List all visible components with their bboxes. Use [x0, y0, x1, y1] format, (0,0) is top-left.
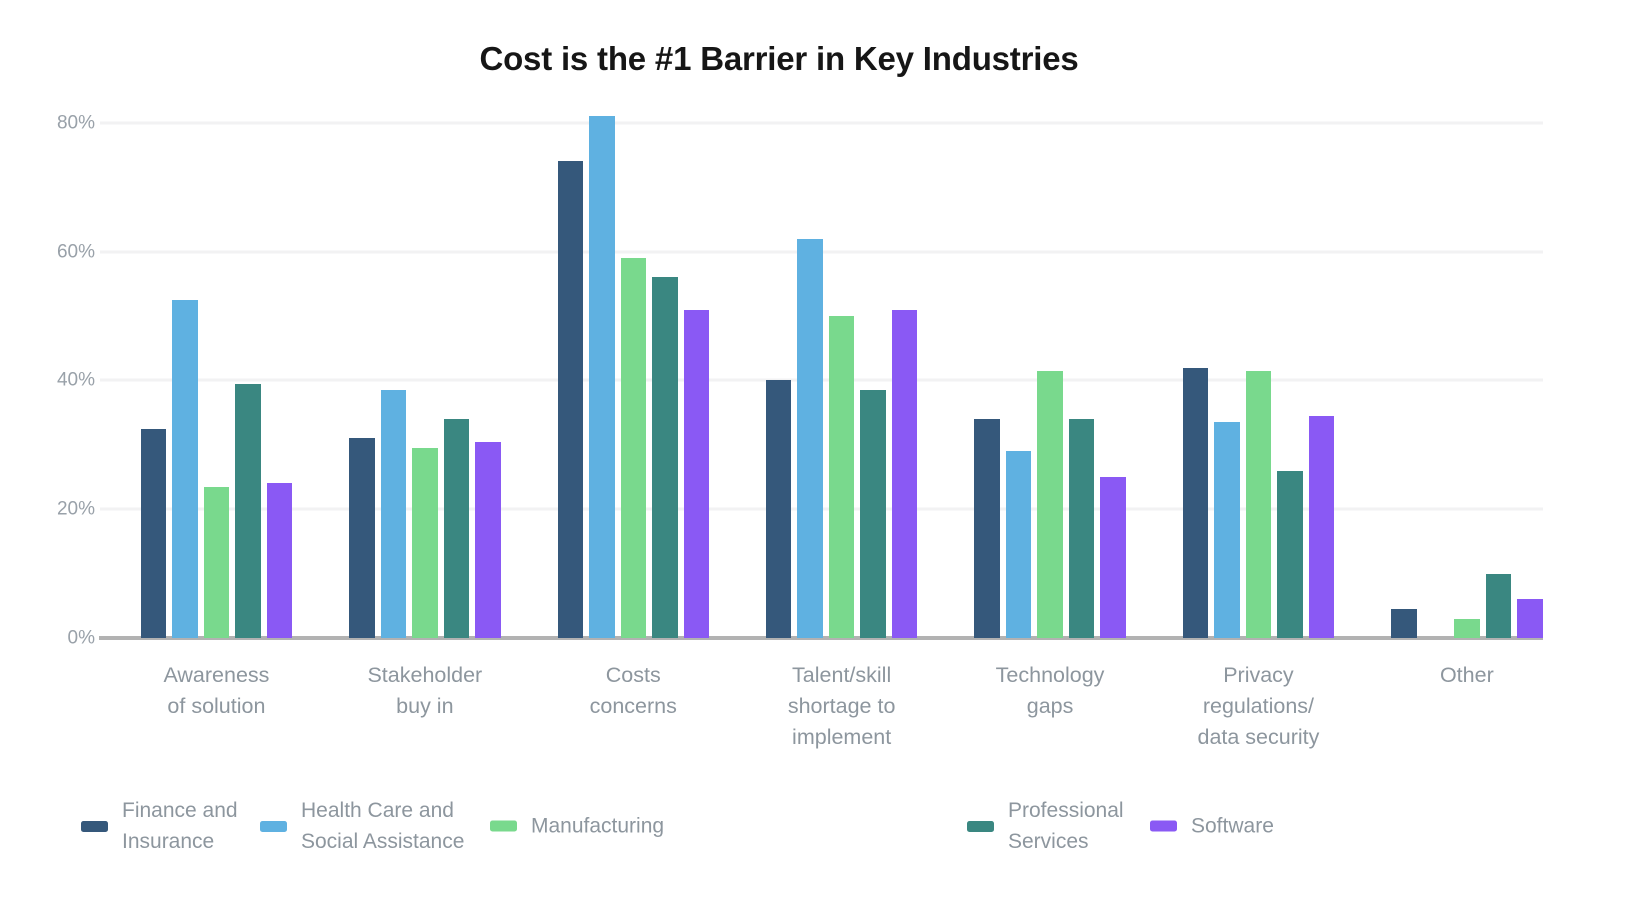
- legend-item-software[interactable]: Software: [1150, 811, 1274, 842]
- legend-item-professional-services[interactable]: Professional Services: [967, 795, 1124, 857]
- bar-software[interactable]: [1100, 477, 1126, 638]
- legend-swatch-software: [1150, 820, 1177, 832]
- bar-group: [140, 98, 293, 638]
- bar-professional-services[interactable]: [652, 277, 678, 638]
- bar-manufacturing[interactable]: [1454, 618, 1480, 638]
- bar-health-care-and-social-assistance[interactable]: [589, 116, 615, 638]
- y-axis-tick-label: 20%: [56, 498, 95, 520]
- bar-professional-services[interactable]: [1485, 573, 1512, 638]
- legend-label: Manufacturing: [531, 814, 665, 838]
- bar-manufacturing[interactable]: [828, 316, 855, 638]
- bar-professional-services[interactable]: [235, 383, 261, 638]
- bar-software[interactable]: [683, 309, 709, 638]
- bar-group: [974, 98, 1126, 638]
- bar-manufacturing[interactable]: [620, 258, 646, 638]
- chart-title: Cost is the #1 Barrier in Key Industries: [479, 40, 1079, 78]
- x-axis-category-label: Privacy regulations/ data security: [1197, 663, 1320, 749]
- legend-item-finance-and-insurance[interactable]: Finance and Insurance: [81, 795, 238, 857]
- bar-software[interactable]: [475, 441, 501, 638]
- legend-swatch-health-care-and-social-assistance: [260, 820, 287, 832]
- legend-item-manufacturing[interactable]: Manufacturing: [490, 811, 664, 842]
- bar-finance-and-insurance[interactable]: [1391, 609, 1417, 638]
- bar-group: [1391, 98, 1543, 638]
- bar-manufacturing[interactable]: [1245, 370, 1272, 638]
- bar-finance-and-insurance[interactable]: [557, 161, 583, 638]
- x-axis-line: [99, 636, 1543, 640]
- x-axis-category-label: Awareness of solution: [163, 663, 270, 718]
- legend-swatch-professional-services: [967, 820, 994, 832]
- bar-group: [349, 98, 501, 638]
- legend-label: Software: [1191, 814, 1274, 838]
- bar-health-care-and-social-assistance[interactable]: [172, 299, 198, 638]
- bar-manufacturing[interactable]: [412, 448, 438, 638]
- x-axis-category-label: Stakeholder buy in: [367, 663, 483, 718]
- legend-label: Health Care and Social Assistance: [301, 799, 465, 853]
- bar-manufacturing[interactable]: [1037, 370, 1063, 638]
- bar-professional-services[interactable]: [443, 419, 470, 638]
- bar-finance-and-insurance[interactable]: [140, 428, 167, 638]
- bar-group: [765, 98, 918, 638]
- bar-finance-and-insurance[interactable]: [765, 380, 792, 638]
- gridline: [100, 121, 1543, 125]
- bar-group: [1182, 98, 1335, 638]
- bar-health-care-and-social-assistance[interactable]: [1005, 451, 1032, 638]
- legend-swatch-finance-and-insurance: [81, 820, 108, 832]
- bar-software[interactable]: [266, 483, 293, 638]
- bar-finance-and-insurance[interactable]: [974, 419, 1000, 638]
- x-axis-category-label: Talent/skill shortage to implement: [787, 663, 896, 749]
- bar-software[interactable]: [1308, 415, 1335, 638]
- legend-label: Professional Services: [1008, 799, 1124, 853]
- y-axis-tick-label: 0%: [67, 627, 95, 649]
- bar-health-care-and-social-assistance[interactable]: [380, 390, 407, 638]
- x-axis-category-label: Costs concerns: [589, 663, 677, 718]
- legend-swatch-manufacturing: [490, 820, 517, 832]
- x-axis-category-label: Technology gaps: [995, 663, 1105, 718]
- bar-health-care-and-social-assistance[interactable]: [1214, 422, 1240, 638]
- legend-label: Finance and Insurance: [122, 799, 238, 853]
- bar-health-care-and-social-assistance[interactable]: [797, 238, 823, 638]
- bar-finance-and-insurance[interactable]: [1182, 367, 1209, 638]
- bar-professional-services[interactable]: [1277, 470, 1303, 638]
- plot-area: 0% 20% 40% 60% 80% Awareness of solution Stake…: [57, 98, 1543, 749]
- bar-software[interactable]: [891, 309, 918, 638]
- y-axis-tick-label: 40%: [56, 369, 95, 391]
- x-axis-category-label: Other: [1439, 663, 1494, 687]
- y-axis-tick-label: 80%: [56, 112, 95, 134]
- bar-group: [557, 98, 709, 638]
- bar-professional-services[interactable]: [1068, 419, 1095, 638]
- bar-software[interactable]: [1517, 599, 1543, 638]
- bar-manufacturing[interactable]: [203, 486, 230, 638]
- legend-item-health-care-and-social-assistance[interactable]: Health Care and Social Assistance: [260, 795, 464, 857]
- y-axis-tick-label: 60%: [56, 241, 95, 263]
- bar-finance-and-insurance[interactable]: [349, 438, 375, 638]
- bar-professional-services[interactable]: [860, 390, 886, 638]
